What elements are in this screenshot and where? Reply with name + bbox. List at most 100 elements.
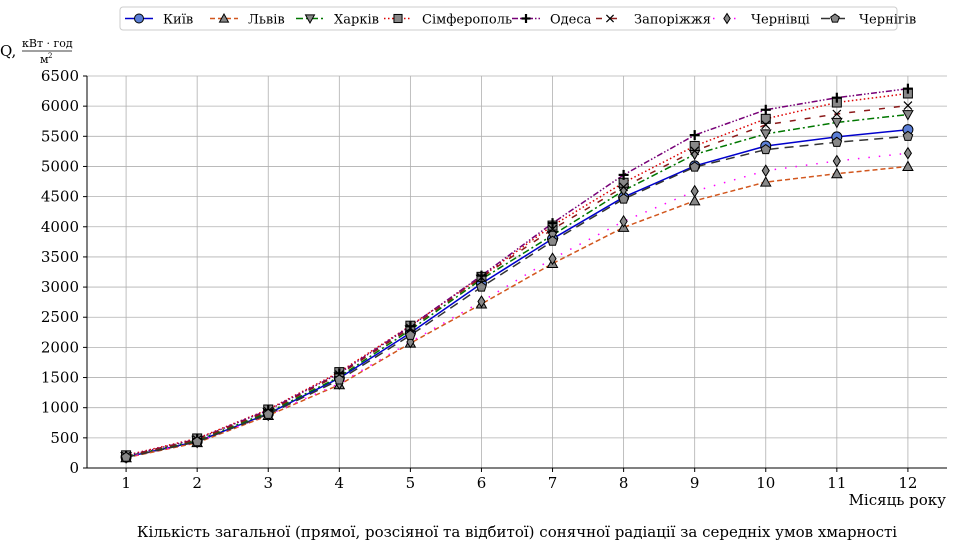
- data-point-b: [761, 120, 771, 130]
- data-point: [830, 117, 843, 129]
- legend-marker: [605, 14, 615, 23]
- legend-marker: [723, 12, 731, 25]
- series-markers: [120, 83, 914, 464]
- data-point: [477, 273, 486, 282]
- data-point: [759, 129, 772, 140]
- data-point: [760, 143, 772, 155]
- data-point: [902, 110, 914, 121]
- data-point-b: [832, 109, 842, 119]
- data-point: [405, 329, 416, 340]
- data-point: [476, 270, 487, 281]
- data-point: [761, 164, 770, 178]
- data-point: [689, 130, 700, 141]
- data-point: [831, 136, 843, 147]
- x-axis-label: Місяць року: [849, 491, 947, 509]
- data-point: [688, 194, 701, 206]
- data-point: [761, 120, 771, 130]
- data-point-b: [548, 224, 557, 234]
- data-point: [903, 101, 913, 110]
- y-tick-label: 6000: [41, 97, 79, 115]
- data-point: [831, 92, 842, 103]
- data-point: [120, 451, 132, 462]
- y-tick-label: 3500: [41, 248, 79, 266]
- data-point-b: [903, 101, 913, 110]
- data-point: [832, 109, 842, 119]
- legend-box: [119, 6, 898, 31]
- data-point: [902, 160, 914, 171]
- data-point: [476, 281, 487, 292]
- legend-label: Львів: [248, 13, 285, 28]
- data-point: [548, 252, 557, 266]
- data-point: [547, 218, 558, 229]
- x-tick-label: 11: [827, 474, 846, 492]
- series-line-8: [125, 135, 908, 459]
- y-tick-label: 1500: [41, 369, 79, 387]
- x-tick-label: 7: [548, 474, 558, 492]
- x-tick-label: 3: [263, 474, 273, 492]
- series-line-2: [125, 165, 908, 459]
- data-point: [830, 167, 843, 179]
- series-lines: [125, 87, 908, 459]
- data-point-b: [619, 182, 629, 192]
- y-axis-label-numerator: кВт · год: [22, 37, 73, 50]
- y-tick-label: 0: [69, 459, 79, 477]
- grid: [87, 75, 947, 469]
- data-point: [405, 323, 415, 333]
- data-point: [902, 83, 913, 94]
- y-axis-label-main: Q,: [0, 42, 16, 60]
- data-point: [548, 224, 557, 234]
- y-tick-label: 5500: [41, 127, 79, 145]
- series-line-5: [125, 87, 908, 457]
- data-point: [618, 193, 629, 204]
- data-point: [690, 146, 700, 156]
- data-point-b: [690, 146, 700, 156]
- x-tick-label: 6: [477, 474, 487, 492]
- data-point: [405, 321, 416, 332]
- data-point: [191, 436, 203, 447]
- legend-marker: [521, 14, 531, 23]
- x-tick-label: 10: [756, 474, 775, 492]
- data-point: [902, 130, 914, 141]
- legend-label: Запоріжжя: [634, 13, 711, 28]
- data-point: [477, 295, 486, 308]
- data-point: [689, 140, 700, 151]
- legend-label: Сімферополь: [422, 13, 512, 28]
- y-tick-label: 5000: [41, 157, 79, 175]
- data-point: [619, 214, 628, 228]
- legend-label: Чернігів: [859, 13, 916, 28]
- data-point: [618, 169, 629, 180]
- legend-label: Харків: [334, 13, 379, 28]
- x-tick-label: 8: [619, 474, 629, 492]
- data-point-b: [477, 273, 486, 282]
- y-tick-label: 1000: [41, 399, 79, 417]
- y-tick-label: 3000: [41, 278, 79, 296]
- legend-label: Одеса: [550, 13, 592, 28]
- data-point: [547, 235, 558, 246]
- data-point: [832, 154, 841, 168]
- x-tick-label: 2: [192, 474, 202, 492]
- legend-marker: [393, 13, 403, 24]
- data-point-b: [405, 323, 415, 333]
- series-line-6: [125, 104, 908, 457]
- y-tick-label: 4500: [41, 188, 79, 206]
- y-tick-label: 2500: [41, 308, 79, 326]
- data-point: [689, 161, 700, 172]
- data-point: [619, 182, 629, 192]
- legend-label: Чернівці: [751, 13, 810, 28]
- data-point: [334, 374, 345, 385]
- legend-marker: [134, 13, 144, 24]
- axes: 0 500 1000 1500 2000 2500 3000 3500 4000 4500 5000…: [41, 67, 947, 492]
- y-tick-label: 2000: [41, 338, 79, 356]
- y-axis-label-denominator: м: [40, 53, 49, 66]
- legend-marker: [218, 12, 230, 23]
- x-tick-label: 1: [121, 474, 131, 492]
- data-point: [760, 104, 771, 115]
- legend-label: Київ: [163, 13, 193, 28]
- y-axis-label-exponent: 2: [48, 52, 52, 60]
- data-point: [759, 176, 772, 187]
- chart-caption: Кількість загальної (прямої, розсіяної т…: [137, 523, 897, 541]
- data-point: [262, 408, 274, 419]
- legend: Київ Львів Харків Сімферополь Одеса Запоріжжя…: [119, 6, 916, 31]
- y-tick-label: 4000: [41, 218, 79, 236]
